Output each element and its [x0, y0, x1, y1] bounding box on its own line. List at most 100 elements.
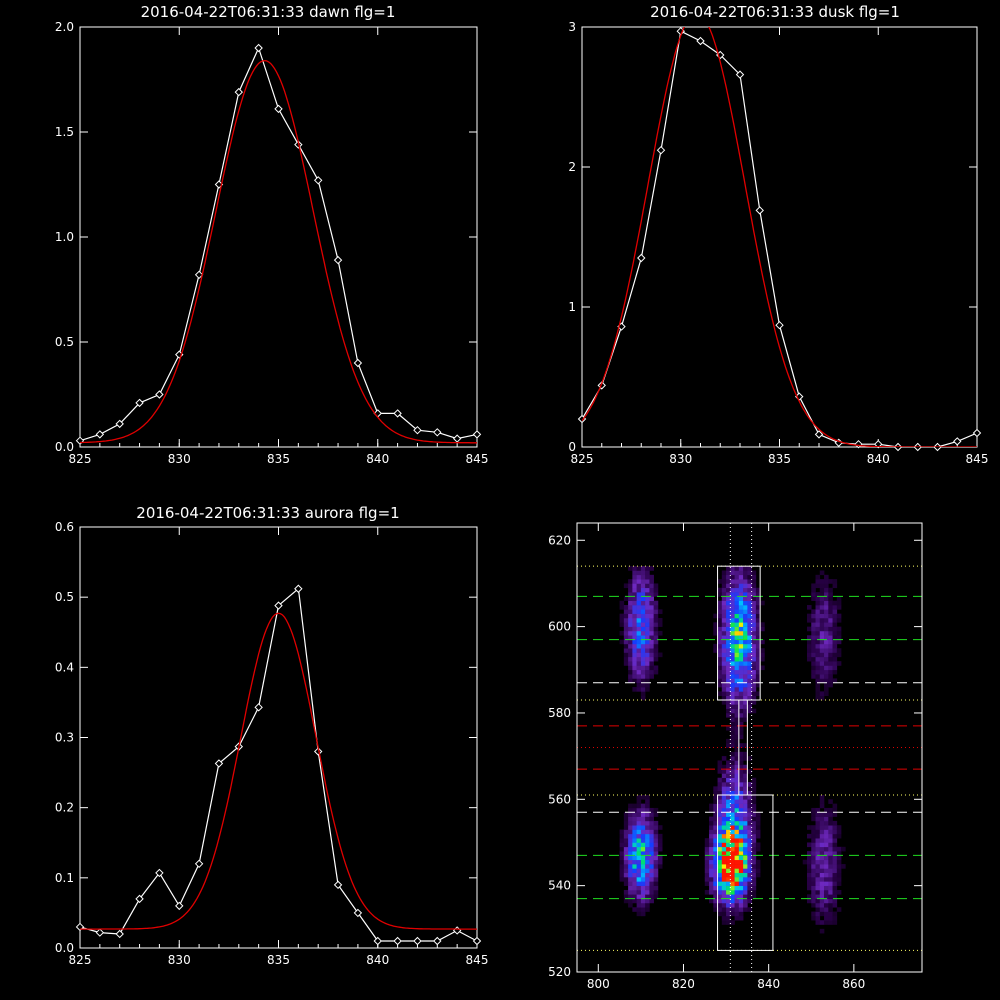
- heatmap-cell: [738, 790, 744, 796]
- heatmap-cell: [653, 630, 659, 636]
- heatmap-cell: [636, 864, 642, 869]
- heatmap-cell: [734, 872, 740, 878]
- heatmap-cell: [721, 911, 727, 917]
- heatmap-cell: [721, 570, 727, 576]
- heatmap-cell: [832, 855, 838, 861]
- heatmap-cell: [743, 630, 748, 636]
- heatmap-cell: [640, 820, 646, 826]
- heatmap-cell: [717, 812, 723, 817]
- heatmap-cell: [738, 613, 744, 619]
- heatmap-cell: [717, 894, 723, 899]
- heatmap-cell: [747, 579, 752, 584]
- heatmap-cell: [726, 872, 731, 878]
- heatmap-cell: [755, 691, 761, 696]
- heatmap-cell: [751, 691, 757, 696]
- heatmap-cell: [836, 855, 842, 861]
- heatmap-cell: [824, 885, 829, 891]
- heatmap-cell: [824, 855, 829, 861]
- heatmap-cell: [828, 626, 833, 632]
- heatmap-cell: [649, 622, 654, 627]
- y-tick-label: 3: [568, 20, 576, 34]
- heatmap-cell: [807, 648, 812, 653]
- heatmap-cell: [645, 643, 650, 649]
- heatmap-cell: [743, 851, 748, 856]
- heatmap-cell: [734, 721, 740, 727]
- heatmap-cell: [721, 894, 727, 899]
- heatmap-cell: [645, 816, 650, 822]
- y-tick-label: 620: [548, 533, 571, 547]
- heatmap-cell: [832, 885, 838, 891]
- data-point: [433, 428, 442, 437]
- heatmap-cell: [751, 605, 757, 610]
- heatmap-cell: [649, 609, 654, 614]
- heatmap-cell: [734, 812, 740, 817]
- x-tick-label: 860: [842, 977, 865, 991]
- heatmap-cell: [717, 829, 723, 835]
- heatmap-cell: [824, 868, 829, 873]
- heatmap-cell: [653, 652, 659, 658]
- heatmap-cell: [632, 592, 637, 597]
- heatmap-cell: [713, 859, 718, 865]
- heatmap-cell: [755, 652, 761, 658]
- y-tick-label: 1: [568, 300, 576, 314]
- heatmap-cell: [640, 855, 646, 861]
- heatmap-cell: [743, 622, 748, 627]
- heatmap-cell: [730, 596, 735, 602]
- heatmap-cell: [730, 622, 735, 627]
- heatmap-cell: [743, 596, 748, 602]
- heatmap-cell: [640, 881, 646, 886]
- heatmap-cell: [619, 639, 625, 645]
- heatmap-cell: [721, 695, 727, 701]
- heatmap-cell: [721, 799, 727, 804]
- heatmap-cell: [717, 868, 723, 873]
- heatmap-cell: [636, 877, 642, 882]
- heatmap-cell: [734, 820, 740, 826]
- heatmap-cell: [628, 803, 633, 809]
- heatmap-cell: [721, 820, 727, 826]
- heatmap-cell: [738, 734, 744, 740]
- heatmap-cell: [755, 648, 761, 653]
- heatmap-cell: [824, 838, 829, 843]
- heatmap-cell: [632, 643, 637, 649]
- heatmap-cell: [811, 622, 816, 627]
- heatmap-cell: [811, 911, 816, 917]
- plot-frame: [79, 26, 478, 448]
- heatmap-cell: [730, 751, 735, 757]
- heatmap-cell: [755, 669, 761, 675]
- heatmap-cell: [628, 630, 633, 636]
- heatmap-cell: [815, 678, 821, 684]
- heatmap-cell: [751, 669, 757, 675]
- heatmap-cell: [734, 687, 740, 692]
- heatmap-cell: [815, 825, 821, 830]
- heatmap-cell: [819, 626, 825, 632]
- heatmap-cell: [653, 609, 659, 614]
- heatmap-cell: [645, 648, 650, 653]
- heatmap-cell: [632, 609, 637, 614]
- heatmap-cell: [717, 825, 723, 830]
- heatmap-cell: [721, 613, 727, 619]
- heatmap-cell: [747, 786, 752, 791]
- heatmap-cell: [645, 842, 650, 848]
- heatmap-cell: [807, 613, 812, 619]
- heatmap-cell: [709, 868, 714, 873]
- heatmap-cell: [828, 894, 833, 899]
- heatmap-cell: [751, 833, 757, 839]
- heatmap-cell: [628, 898, 633, 904]
- heatmap-cell: [734, 777, 740, 783]
- heatmap-cell: [645, 881, 650, 886]
- heatmap-cell: [645, 566, 650, 571]
- heatmap-cell: [734, 743, 740, 748]
- heatmap-cell: [743, 786, 748, 791]
- heatmap-cell: [649, 639, 654, 645]
- heatmap-cell: [640, 691, 646, 696]
- heatmap-cell: [653, 846, 659, 852]
- heatmap-cell: [751, 825, 757, 830]
- heatmap-cell: [815, 630, 821, 636]
- heatmap-cell: [828, 877, 833, 882]
- heatmap-cell: [730, 700, 735, 705]
- heatmap-cell: [726, 691, 731, 696]
- heatmap-cell: [645, 902, 650, 908]
- heatmap-cell: [726, 626, 731, 632]
- data-point: [135, 398, 144, 408]
- heatmap-cell: [636, 665, 642, 671]
